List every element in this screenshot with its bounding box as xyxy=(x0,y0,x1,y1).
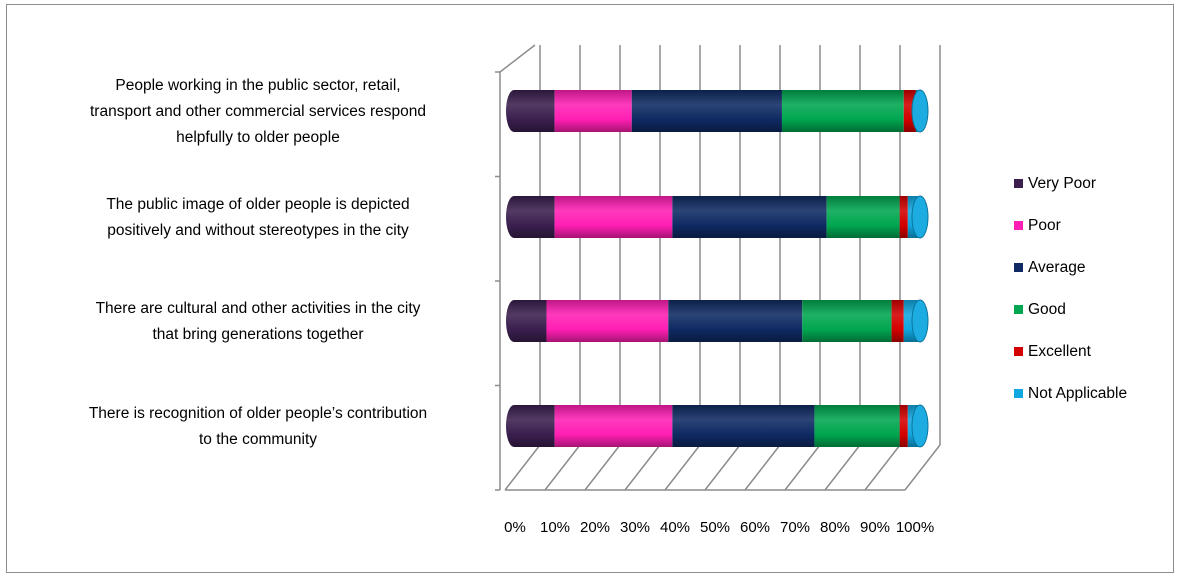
y-axis-top xyxy=(499,44,536,73)
bar-start-cap xyxy=(506,300,522,342)
x-tick-label: 70% xyxy=(780,519,810,536)
bar-segment-average xyxy=(668,300,803,342)
bar-segment-good xyxy=(781,90,904,132)
legend-swatch xyxy=(1014,305,1023,314)
floor-gridline xyxy=(784,444,821,491)
bar-segment-poor xyxy=(554,196,673,238)
bar-segment-poor xyxy=(554,405,673,447)
bar-row xyxy=(506,299,929,343)
floor-gridline xyxy=(704,444,741,491)
category-label-line: The public image of older people is depi… xyxy=(106,196,409,213)
category-label-line: People working in the public sector, ret… xyxy=(115,77,400,94)
bar-row xyxy=(506,195,929,239)
floor-gridline xyxy=(824,444,861,491)
bar-row xyxy=(506,404,929,448)
bar-end-cap xyxy=(911,299,929,343)
legend-item: Poor xyxy=(1014,217,1061,234)
x-tick-label: 40% xyxy=(660,519,690,536)
x-tick-label: 20% xyxy=(580,519,610,536)
bar-end-cap xyxy=(911,404,929,448)
x-tick-label: 30% xyxy=(620,519,650,536)
legend-swatch xyxy=(1014,179,1023,188)
bar-segment-average xyxy=(631,90,782,132)
bar-segment-average xyxy=(672,405,815,447)
floor-gridline xyxy=(544,444,581,491)
category-label-line: transport and other commercial services … xyxy=(90,103,426,120)
floor-gridline xyxy=(904,444,941,491)
legend-label: Average xyxy=(1028,259,1085,276)
legend-swatch xyxy=(1014,389,1023,398)
chart-legend: Very Poor Poor Average Good Excellent Not App… xyxy=(1014,175,1127,402)
bar-start-cap xyxy=(506,405,522,447)
x-tick-label: 0% xyxy=(504,519,526,536)
category-label-line: There is recognition of older people’s c… xyxy=(89,405,427,422)
legend-swatch xyxy=(1014,347,1023,356)
category-label: There is recognition of older people’s c… xyxy=(89,405,427,448)
legend-item: Very Poor xyxy=(1014,175,1096,192)
bar-segment-good xyxy=(802,300,892,342)
x-tick-label: 100% xyxy=(896,519,934,536)
category-labels: People working in the public sector, ret… xyxy=(89,77,427,448)
legend-label: Excellent xyxy=(1028,343,1092,360)
x-tick-label: 90% xyxy=(860,519,890,536)
chart-bars xyxy=(506,89,929,448)
category-label-line: helpfully to older people xyxy=(176,129,340,146)
bar-segment-excellent xyxy=(899,196,908,238)
floor-gridline xyxy=(504,444,541,491)
legend-item: Good xyxy=(1014,301,1066,318)
bar-row xyxy=(506,89,929,133)
bar-segment-good xyxy=(814,405,900,447)
category-label-line: that bring generations together xyxy=(152,326,363,343)
category-label-line: to the community xyxy=(199,431,317,448)
floor-gridline xyxy=(664,444,701,491)
bar-segment-average xyxy=(672,196,827,238)
legend-item: Not Applicable xyxy=(1014,385,1127,402)
legend-swatch xyxy=(1014,263,1023,272)
legend-item: Average xyxy=(1014,259,1085,276)
x-tick-label: 10% xyxy=(540,519,570,536)
x-tick-label: 60% xyxy=(740,519,770,536)
bar-segment-poor xyxy=(546,300,669,342)
bar-segment-excellent xyxy=(899,405,908,447)
bar-end-cap xyxy=(911,195,929,239)
bar-segment-good xyxy=(826,196,900,238)
floor-gridline xyxy=(624,444,661,491)
floor-gridline xyxy=(744,444,781,491)
x-tick-label: 50% xyxy=(700,519,730,536)
category-label: People working in the public sector, ret… xyxy=(90,77,426,146)
bar-start-cap xyxy=(506,196,522,238)
floor-gridline xyxy=(584,444,621,491)
floor-gridline xyxy=(864,444,901,491)
bar-end-cap xyxy=(911,89,929,133)
legend-label: Poor xyxy=(1028,217,1061,234)
legend-label: Good xyxy=(1028,301,1066,318)
category-label-line: There are cultural and other activities … xyxy=(96,300,421,317)
bar-segment-poor xyxy=(554,90,632,132)
legend-label: Very Poor xyxy=(1028,175,1096,192)
legend-item: Excellent xyxy=(1014,343,1092,360)
category-label: The public image of older people is depi… xyxy=(106,196,409,239)
legend-label: Not Applicable xyxy=(1028,385,1127,402)
x-axis-tick-labels: 0% 10% 20% 30% 40% 50% 60% 70% 80% 90% 100% xyxy=(504,519,934,536)
category-label: There are cultural and other activities … xyxy=(96,300,421,343)
category-label-line: positively and without stereotypes in th… xyxy=(107,222,409,239)
bar-start-cap xyxy=(506,90,522,132)
bar-segment-excellent xyxy=(891,300,904,342)
legend-swatch xyxy=(1014,221,1023,230)
x-tick-label: 80% xyxy=(820,519,850,536)
